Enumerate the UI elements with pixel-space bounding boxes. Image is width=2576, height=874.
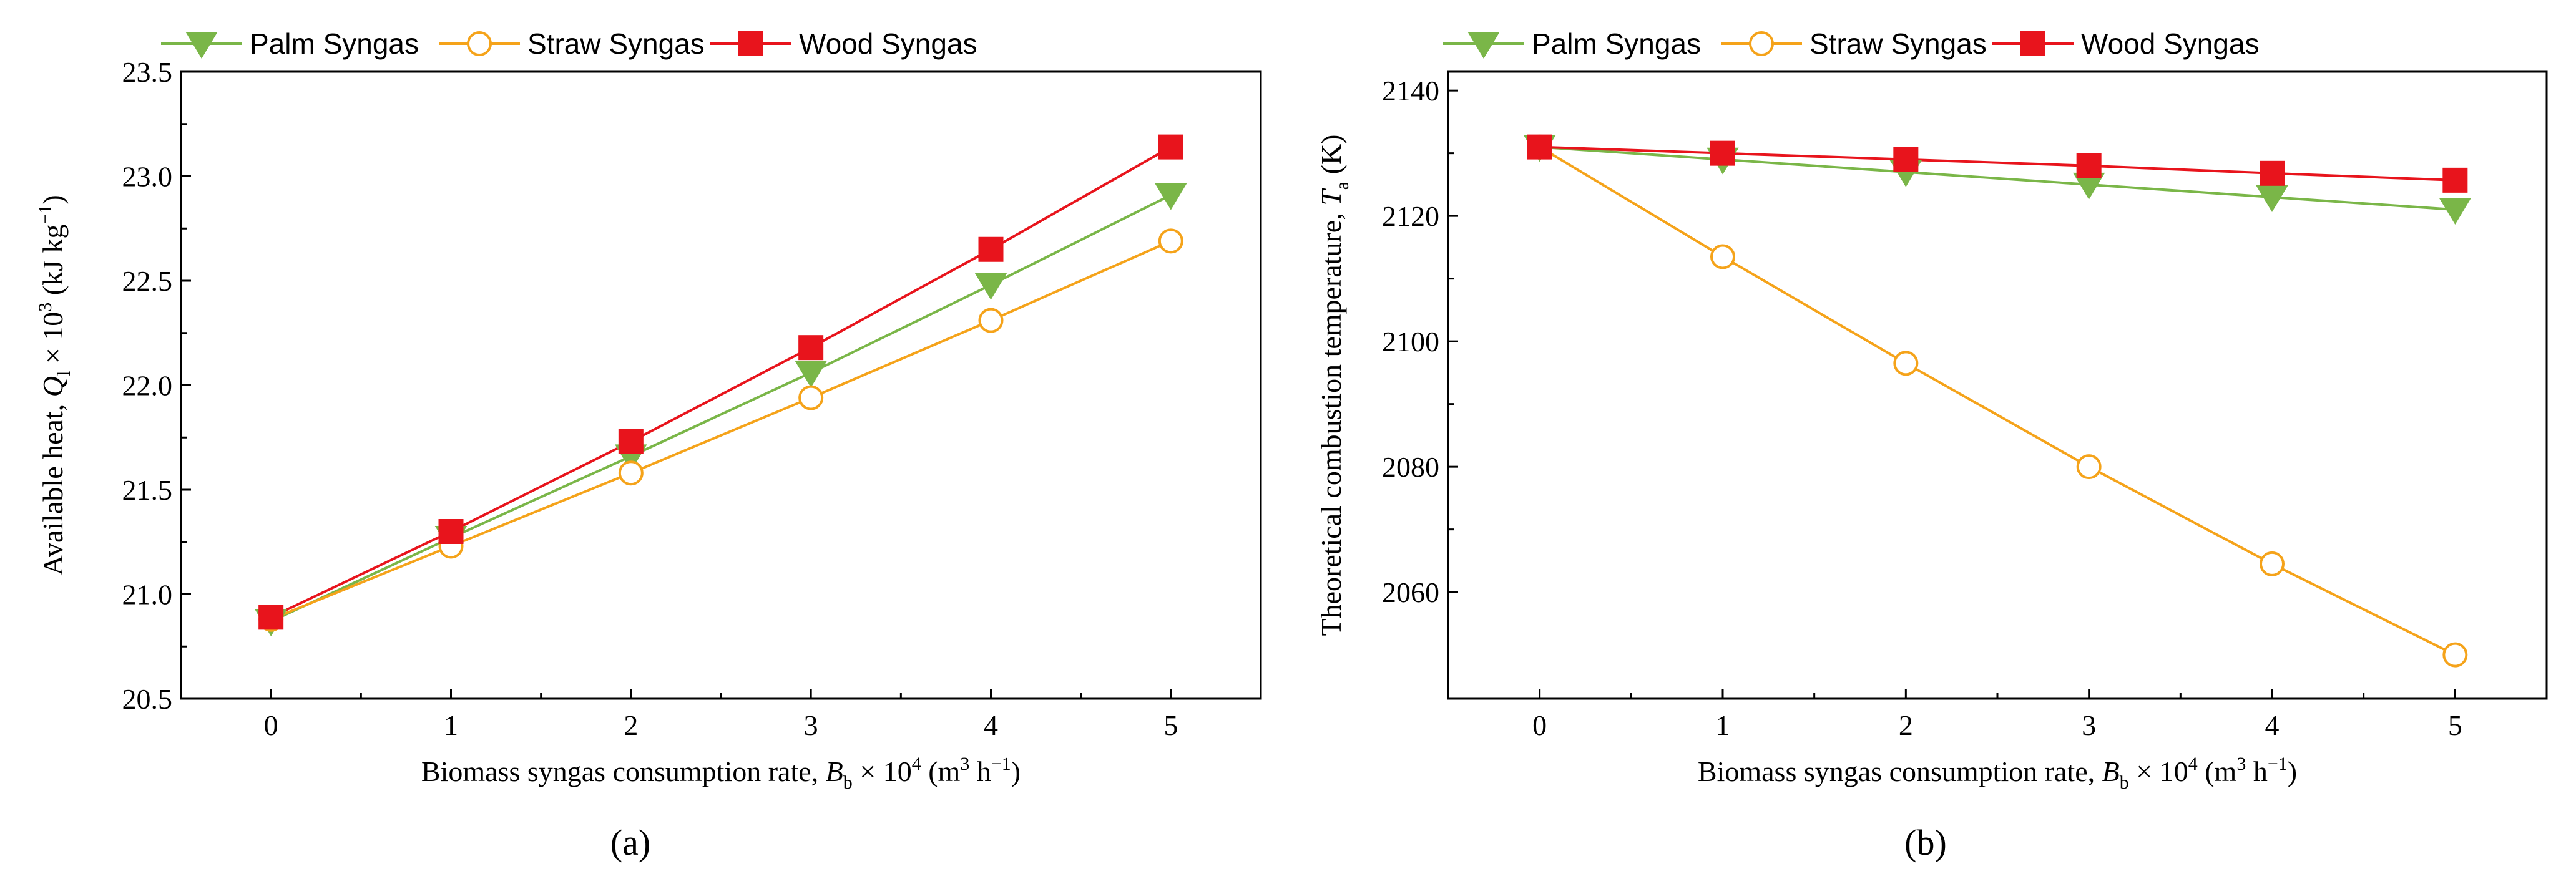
data-point-palm-syngas [974, 273, 1007, 300]
data-point-wood-syngas [438, 519, 464, 544]
y-axis-label: Theoretical combustion temperature, Ta (… [1315, 134, 1353, 636]
data-point-wood-syngas [978, 236, 1004, 262]
data-point-wood-syngas [2076, 153, 2102, 178]
x-axis-label: Biomass syngas consumption rate, Bb × 10… [1698, 754, 2297, 793]
y-tick-label: 2140 [1382, 75, 1439, 107]
y-tick-label: 2100 [1382, 326, 1439, 357]
data-point-straw-syngas [798, 385, 824, 410]
data-point-straw-syngas [978, 308, 1004, 333]
legend-label: Palm Syngas [1532, 27, 1701, 60]
x-tick-label: 1 [444, 709, 458, 741]
data-point-wood-syngas [618, 429, 644, 454]
y-axis-label: Available heat, Ql × 103 (kJ kg−1) [35, 195, 74, 576]
plot-frame [1447, 70, 2548, 700]
data-point-palm-syngas [2256, 185, 2288, 212]
plot-frame [180, 70, 1262, 700]
data-point-straw-syngas [618, 460, 644, 486]
x-tick-label: 0 [264, 709, 278, 741]
legend-label: Straw Syngas [527, 27, 705, 60]
y-tick-label: 2120 [1382, 200, 1439, 232]
legend: Palm Syngas Straw Syngas Wood Syngas [1443, 27, 2260, 60]
data-point-straw-syngas [1158, 228, 1183, 254]
data-point-straw-syngas [1710, 244, 1735, 269]
legend-label: Straw Syngas [1810, 27, 1987, 60]
legend-marker [2020, 31, 2045, 56]
data-point-straw-syngas [2076, 454, 2102, 480]
x-tick-label: 5 [2448, 709, 2462, 741]
data-point-wood-syngas [1893, 147, 1919, 172]
legend-marker [185, 32, 218, 59]
y-tick-label: 23.5 [122, 56, 173, 88]
series-line-straw-syngas [270, 240, 1172, 621]
legend-label: Palm Syngas [250, 27, 419, 60]
legend-marker [738, 31, 763, 56]
data-point-wood-syngas [1158, 134, 1183, 160]
x-tick-label: 3 [2082, 709, 2096, 741]
y-tick-label: 20.5 [122, 683, 173, 715]
panel-label: (b) [1904, 822, 1947, 863]
y-tick-label: 21.5 [122, 474, 173, 506]
series-line-straw-syngas [1539, 145, 2456, 656]
data-point-palm-syngas [1155, 183, 1187, 210]
legend-marker [467, 31, 492, 56]
data-point-wood-syngas [258, 605, 284, 630]
x-axis-label: Biomass syngas consumption rate, Bb × 10… [421, 754, 1021, 793]
series-line-wood-syngas [270, 145, 1172, 619]
x-tick-label: 4 [2265, 709, 2280, 741]
y-tick-label: 21.0 [122, 579, 173, 611]
chart-panel-b: 0 1 2 3 4 5 2060 2080 2100 2120 2140 Palm Syngas Str… [1315, 27, 2548, 863]
y-tick-label: 22.0 [122, 370, 173, 402]
data-point-palm-syngas [2439, 198, 2472, 225]
series-line-palm-syngas [1539, 145, 2456, 211]
y-tick-label: 2080 [1382, 451, 1439, 483]
x-tick-label: 2 [624, 709, 638, 741]
x-tick-label: 1 [1716, 709, 1730, 741]
panel-label: (a) [610, 822, 650, 863]
data-point-wood-syngas [2260, 160, 2285, 186]
data-point-straw-syngas [2260, 551, 2285, 576]
legend-marker [1749, 31, 1774, 56]
x-tick-label: 2 [1899, 709, 1913, 741]
x-tick-label: 3 [804, 709, 818, 741]
y-tick-label: 2060 [1382, 576, 1439, 608]
data-point-palm-syngas [795, 361, 827, 388]
x-tick-label: 4 [984, 709, 998, 741]
data-point-straw-syngas [2442, 642, 2468, 668]
legend: Palm Syngas Straw Syngas Wood Syngas [161, 27, 977, 60]
data-point-straw-syngas [1893, 351, 1919, 376]
y-tick-label: 23.0 [122, 161, 173, 193]
y-tick-label: 22.5 [122, 265, 173, 297]
x-tick-label: 5 [1163, 709, 1178, 741]
x-tick-label: 0 [1532, 709, 1547, 741]
legend-label: Wood Syngas [799, 27, 977, 60]
data-point-wood-syngas [1710, 140, 1735, 166]
legend-label: Wood Syngas [2081, 27, 2260, 60]
series-line-wood-syngas [1539, 145, 2456, 182]
data-point-wood-syngas [798, 335, 824, 361]
legend-marker [1467, 32, 1500, 59]
data-point-wood-syngas [1527, 134, 1552, 160]
data-point-wood-syngas [2442, 167, 2468, 193]
series-line-palm-syngas [270, 193, 1172, 623]
